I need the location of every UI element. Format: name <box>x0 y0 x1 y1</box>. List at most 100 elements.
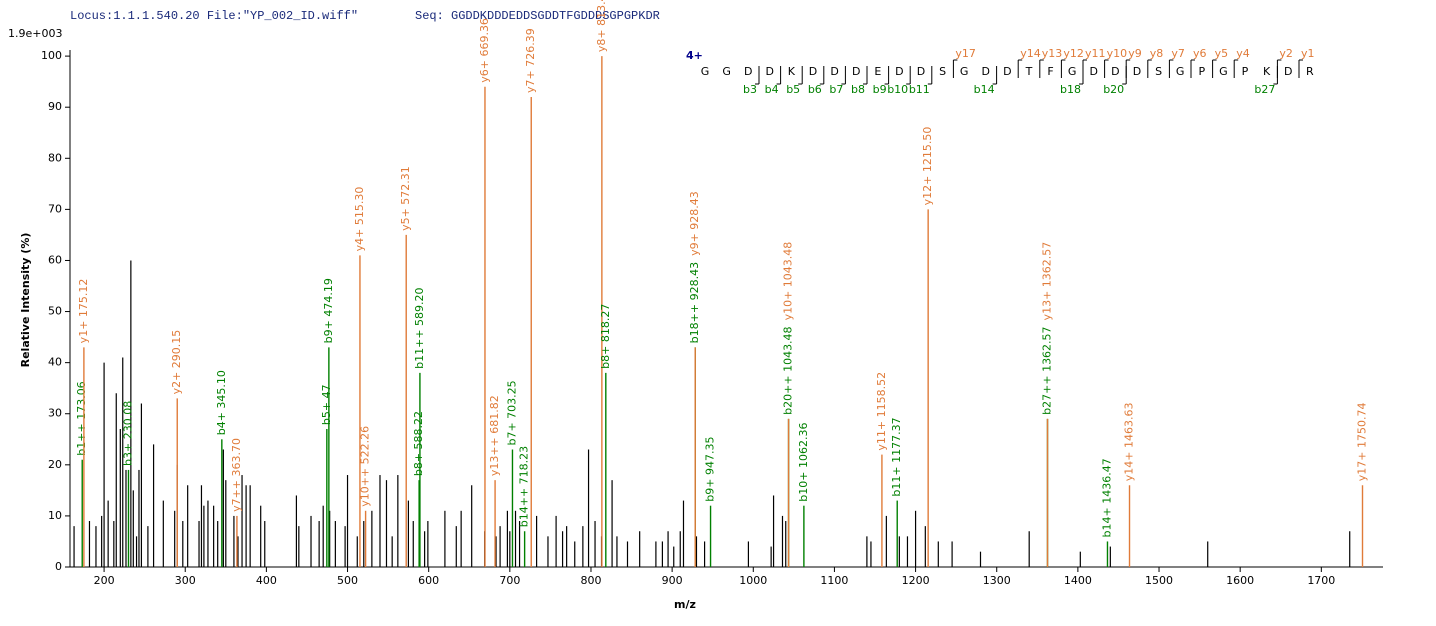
ion-label: b11 <box>909 83 930 96</box>
peak-label: b5+ 47 <box>320 384 333 425</box>
x-tick-label: 600 <box>418 574 439 587</box>
y-tick-label: 40 <box>48 356 62 369</box>
ion-label: y11 <box>1085 47 1106 60</box>
peak-label: b8+ 588.22 <box>412 411 425 476</box>
y-tick-label: 10 <box>48 509 62 522</box>
ion-label: y8 <box>1150 47 1164 60</box>
x-tick-label: 200 <box>94 574 115 587</box>
x-tick-label: 1100 <box>820 574 848 587</box>
ion-label: y14 <box>1020 47 1041 60</box>
x-tick-label: 1000 <box>739 574 767 587</box>
peak-label: b7+ 703.25 <box>505 380 518 445</box>
y-tick-label: 0 <box>55 560 62 573</box>
residue: D <box>982 65 990 78</box>
ion-label: y5 <box>1215 47 1229 60</box>
ion-label: b6 <box>808 83 822 96</box>
residue: P <box>1242 65 1249 78</box>
ion-label: b7 <box>829 83 843 96</box>
peak-label: b9+ 947.35 <box>704 437 717 502</box>
residue: G <box>1176 65 1185 78</box>
charge: 4+ <box>686 49 703 62</box>
peak-label: b4+ 345.10 <box>215 370 228 435</box>
peak-label: b11++ 589.20 <box>413 287 426 368</box>
residue: D <box>830 65 838 78</box>
ion-label: b27 <box>1254 83 1275 96</box>
ion-label: y13 <box>1042 47 1063 60</box>
peak-label: b14++ 718.23 <box>518 446 531 527</box>
peak-label: y2+ 290.15 <box>170 330 183 395</box>
peak-label: y4+ 515.30 <box>353 187 366 252</box>
y-tick-label: 20 <box>48 458 62 471</box>
x-tick-label: 700 <box>499 574 520 587</box>
residue: D <box>1003 65 1011 78</box>
peak-label: b10+ 1062.36 <box>797 423 810 502</box>
peak-label: y14+ 1463.63 <box>1123 403 1136 482</box>
x-tick-label: 500 <box>337 574 358 587</box>
x-tick-label: 800 <box>580 574 601 587</box>
ion-label: y12 <box>1063 47 1084 60</box>
peak-label: y10++ 522.26 <box>359 426 372 507</box>
y-tick-label: 100 <box>41 49 62 62</box>
peak-label: y7+ 726.39 <box>524 28 537 93</box>
residue: G <box>701 65 710 78</box>
y-axis-label: Relative Intensity (%) <box>19 233 32 368</box>
ion-label: y7 <box>1171 47 1185 60</box>
x-tick-label: 400 <box>256 574 277 587</box>
y-tick-label: 30 <box>48 407 62 420</box>
ion-label: b5 <box>786 83 800 96</box>
y-tick-label: 50 <box>48 305 62 318</box>
peak-label: b27++ 1362.57 <box>1041 326 1054 414</box>
x-tick-label: 1200 <box>902 574 930 587</box>
ion-label: y17 <box>955 47 976 60</box>
residue: F <box>1047 65 1053 78</box>
ion-label: b4 <box>765 83 779 96</box>
residue: G <box>1068 65 1077 78</box>
peak-label: y9+ 928.43 <box>688 191 701 256</box>
y-tick-label: 90 <box>48 100 62 113</box>
ion-label: b8 <box>851 83 865 96</box>
x-tick-label: 900 <box>662 574 683 587</box>
x-tick-label: 1700 <box>1307 574 1335 587</box>
x-tick-label: 300 <box>175 574 196 587</box>
peak-label: y1+ 175.12 <box>77 279 90 344</box>
peak-label: b18++ 928.43 <box>688 262 701 343</box>
peak-label: y11+ 1158.52 <box>875 372 888 451</box>
residue: D <box>895 65 903 78</box>
residue: D <box>852 65 860 78</box>
residue: S <box>1155 65 1162 78</box>
ion-label: b10 <box>887 83 908 96</box>
peak-label: y12+ 1215.50 <box>921 127 934 206</box>
sequence-header: Seq: GGDDKDDDEDDSGDDTFGDDDSGPGPKDR <box>415 9 660 23</box>
ion-label: b3 <box>743 83 757 96</box>
residue: K <box>1263 65 1271 78</box>
peak-label: y5+ 572.31 <box>399 166 412 231</box>
peak-label: b1++ 173.06 <box>75 381 88 455</box>
peak-label: y13++ 681.82 <box>488 395 501 476</box>
x-tick-label: 1300 <box>983 574 1011 587</box>
residue: D <box>766 65 774 78</box>
residue: D <box>1111 65 1119 78</box>
ion-label: b18 <box>1060 83 1081 96</box>
peak-label: y13+ 1362.57 <box>1041 242 1054 321</box>
ion-label: b14 <box>974 83 995 96</box>
residue: G <box>722 65 731 78</box>
locus: Locus:1.1.1.540.20 File:"YP_002_ID.wiff" <box>70 9 358 23</box>
residue: D <box>1284 65 1292 78</box>
residue: E <box>874 65 881 78</box>
ion-label: b9 <box>873 83 887 96</box>
y-tick-label: 60 <box>48 253 62 266</box>
residue: K <box>788 65 796 78</box>
ion-label: y2 <box>1279 47 1293 60</box>
x-tick-label: 1500 <box>1145 574 1173 587</box>
peak-label: b14+ 1436.47 <box>1100 458 1113 537</box>
ion-label: y9 <box>1128 47 1142 60</box>
ion-label: y6 <box>1193 47 1207 60</box>
residue: D <box>809 65 817 78</box>
peak-label: b9+ 474.19 <box>322 278 335 343</box>
peak-label: b8+ 818.27 <box>599 304 612 369</box>
residue: G <box>1219 65 1228 78</box>
x-tick-label: 1400 <box>1064 574 1092 587</box>
scale-label: 1.9e+003 <box>8 27 62 40</box>
residue: S <box>939 65 946 78</box>
residue: G <box>960 65 969 78</box>
